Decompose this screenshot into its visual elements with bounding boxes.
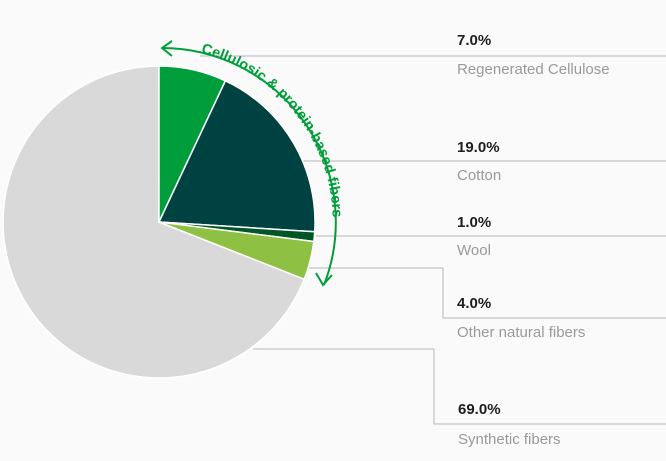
leader-line-synthetic (253, 348, 666, 425)
pct-other-natural: 4.0% (457, 295, 492, 312)
pct-cotton: 19.0% (457, 139, 500, 156)
label-cotton: Cotton (457, 167, 502, 184)
pie-slices (2, 65, 316, 379)
pct-wool: 1.0% (457, 214, 492, 231)
label-synthetic: Synthetic fibers (458, 431, 561, 448)
label-regenerated-cellulose: Regenerated Cellulose (457, 61, 610, 78)
leader-line-other (308, 267, 666, 319)
arrow-head-down-icon (315, 272, 333, 287)
annotation-arrow (160, 40, 337, 287)
slice-synthetic[interactable] (2, 65, 305, 379)
label-wool: Wool (457, 242, 491, 259)
leader-lines (200, 55, 666, 425)
pct-synthetic: 69.0% (458, 401, 501, 418)
arrow-head-left-icon (160, 40, 173, 57)
slice-cotton[interactable] (158, 80, 316, 233)
pct-regenerated-cellulose: 7.0% (457, 32, 492, 49)
slice-other-natural[interactable] (158, 221, 315, 280)
label-other-natural: Other natural fibers (457, 324, 586, 341)
